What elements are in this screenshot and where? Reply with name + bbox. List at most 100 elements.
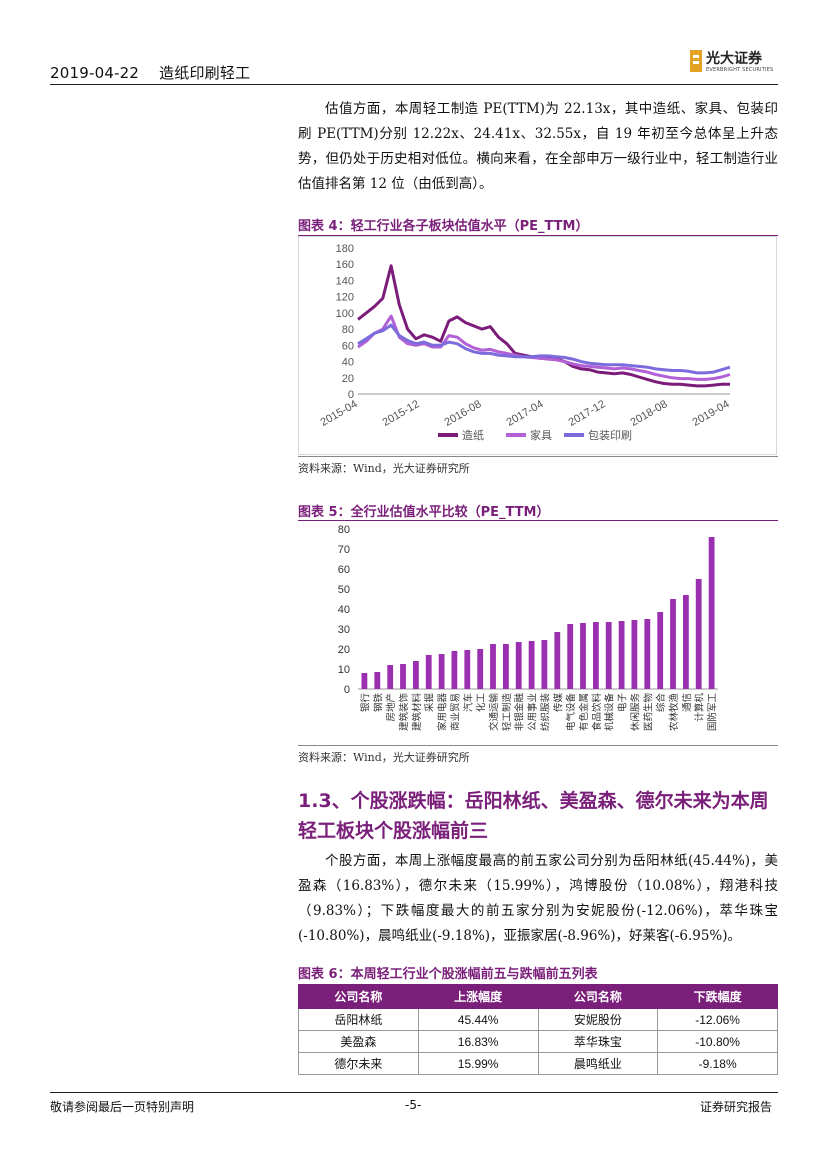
x-category-label: 家用电器 — [437, 693, 449, 732]
x-tick-label: 2015-12 — [381, 398, 422, 429]
y-tick-label: 60 — [338, 564, 350, 576]
table-cell: 安妮股份 — [537, 1008, 659, 1031]
bar-有色金属 — [580, 623, 586, 689]
x-tick-label: 2015-04 — [319, 398, 360, 429]
y-tick-label: 70 — [338, 544, 350, 556]
x-category-label: 钢铁 — [372, 693, 384, 713]
y-tick-label: 20 — [342, 373, 354, 385]
table-cell: -10.80% — [657, 1030, 778, 1053]
y-tick-label: 180 — [336, 243, 354, 255]
x-category-label: 有色金属 — [578, 693, 590, 731]
y-tick-label: 30 — [338, 624, 350, 636]
x-category-label: 公用事业 — [527, 693, 539, 731]
valuation-paragraph: 估值方面，本周轻工制造 PE(TTM)为 22.13x，其中造纸、家具、包装印刷… — [298, 97, 778, 197]
x-category-label: 纺织服装 — [539, 693, 551, 732]
x-category-label: 农林牧渔 — [668, 693, 680, 732]
x-category-label: 医药生物 — [642, 693, 654, 732]
x-tick-label: 2017-04 — [505, 398, 546, 429]
logo-mark-icon — [690, 50, 702, 72]
y-tick-label: 100 — [336, 308, 354, 320]
bar-食品饮料 — [593, 622, 599, 689]
bar-计算机 — [695, 579, 702, 689]
legend-label: 包装印刷 — [588, 429, 632, 442]
table-row: 美盈森 16.83% 萃华珠宝 -10.80% — [298, 1030, 778, 1053]
section-heading-line2: 轻工板块个股涨幅前三 — [298, 820, 489, 842]
y-tick-label: 60 — [342, 340, 354, 352]
table-cell: 岳阳林纸 — [298, 1008, 419, 1031]
x-category-label: 采掘 — [424, 693, 436, 712]
y-tick-label: 40 — [342, 357, 354, 369]
bar-通信 — [683, 595, 689, 689]
bar-机械设备 — [605, 622, 612, 689]
figure4-line-chart: 0 20 40 60 80 100 120 140 160 180 2015-04 2015-12 20… — [298, 236, 777, 455]
x-category-label: 非银金融 — [514, 693, 526, 732]
table-cell: 德尔未来 — [298, 1052, 419, 1075]
section-heading: 1.3、个股涨跌幅：岳阳林纸、美盈森、德尔未来为本周 轻工板块个股涨幅前三 — [298, 786, 788, 846]
stock-movers-table: 公司名称 上涨幅度 公司名称 下跌幅度 岳阳林纸 45.44% 安妮股份 -12… — [298, 984, 778, 1075]
figure4-source: 资料来源：Wind，光大证券研究所 — [298, 462, 470, 475]
legend-label: 造纸 — [462, 428, 484, 442]
y-tick-label: 10 — [338, 664, 350, 676]
report-date: 2019-04-22 — [50, 64, 140, 82]
y-tick-label: 160 — [336, 259, 354, 271]
table-row: 岳阳林纸 45.44% 安妮股份 -12.06% — [298, 1008, 778, 1031]
bar-家用电器 — [438, 654, 445, 689]
bar-商业贸易 — [451, 651, 458, 689]
x-category-label: 建筑材料 — [411, 693, 423, 732]
bar-农林牧渔 — [670, 599, 676, 689]
figure5-source: 资料来源：Wind，光大证券研究所 — [298, 751, 470, 764]
logo-name-cn: 光大证券 — [706, 51, 762, 67]
table-cell: -12.06% — [657, 1008, 778, 1031]
y-tick-label: 80 — [338, 524, 350, 536]
figure5-title: 图表 5：全行业估值水平比较（PE_TTM） — [298, 505, 550, 520]
table-header-cell: 公司名称 — [298, 984, 419, 1009]
table-cell: -9.18% — [657, 1052, 778, 1075]
report-header: 2019-04-22 造纸印刷轻工 — [50, 62, 250, 83]
x-category-label: 国防军工 — [707, 693, 719, 732]
bar-钢铁 — [374, 672, 381, 689]
bar-房地产 — [387, 665, 394, 689]
bar-国防军工 — [708, 537, 715, 689]
series-line-家具 — [357, 314, 731, 381]
bar-医药生物 — [644, 619, 651, 689]
x-category-label: 电子 — [617, 693, 629, 713]
footer-divider — [50, 1092, 778, 1093]
footer-report-type: 证券研究报告 — [700, 1100, 773, 1114]
figure4-title: 图表 4：轻工行业各子板块估值水平（PE_TTM） — [298, 219, 589, 234]
table-row: 德尔未来 15.99% 晨鸣纸业 -9.18% — [298, 1052, 778, 1075]
x-category-label: 计算机 — [694, 693, 706, 722]
bar-采掘 — [425, 655, 432, 689]
x-category-label: 机械设备 — [604, 693, 616, 732]
figure4-plot-frame — [298, 236, 777, 455]
table-header-cell: 下跌幅度 — [657, 984, 778, 1009]
footer-disclaimer: 敬请参阅最后一页特别声明 — [50, 1100, 195, 1114]
report-industry: 造纸印刷轻工 — [159, 64, 251, 82]
x-category-label: 银行 — [359, 693, 371, 713]
x-category-label: 通信 — [681, 693, 693, 712]
table-cell: 45.44% — [417, 1008, 539, 1031]
table-cell: 晨鸣纸业 — [537, 1052, 659, 1075]
page-number: -5- — [405, 1098, 422, 1112]
series-line-造纸 — [357, 264, 730, 388]
x-category-label: 综合 — [655, 693, 667, 713]
bar-银行 — [361, 673, 368, 689]
y-tick-label: 40 — [338, 604, 350, 616]
x-category-label: 房地产 — [385, 693, 397, 722]
bar-电子 — [618, 621, 625, 689]
x-category-label: 轻工制造 — [501, 693, 513, 732]
bar-综合 — [657, 612, 664, 689]
figure4-bottom-rule — [298, 456, 778, 457]
figure6-title: 图表 6：本周轻工行业个股涨幅前五与跌幅前五列表 — [298, 967, 598, 982]
y-tick-label: 0 — [344, 684, 350, 696]
bar-化工 — [477, 649, 484, 689]
bar-建筑材料 — [413, 661, 419, 689]
legend-label: 家具 — [530, 428, 552, 442]
bar-建筑装饰 — [400, 664, 406, 689]
bar-电气设备 — [567, 624, 574, 689]
figure5-top-rule — [298, 520, 778, 521]
y-tick-label: 80 — [342, 324, 354, 336]
bar-纺织服装 — [541, 640, 548, 689]
bar-交通运输 — [490, 644, 496, 689]
x-tick-label: 2016-08 — [443, 398, 484, 429]
table-cell: 16.83% — [417, 1030, 539, 1053]
